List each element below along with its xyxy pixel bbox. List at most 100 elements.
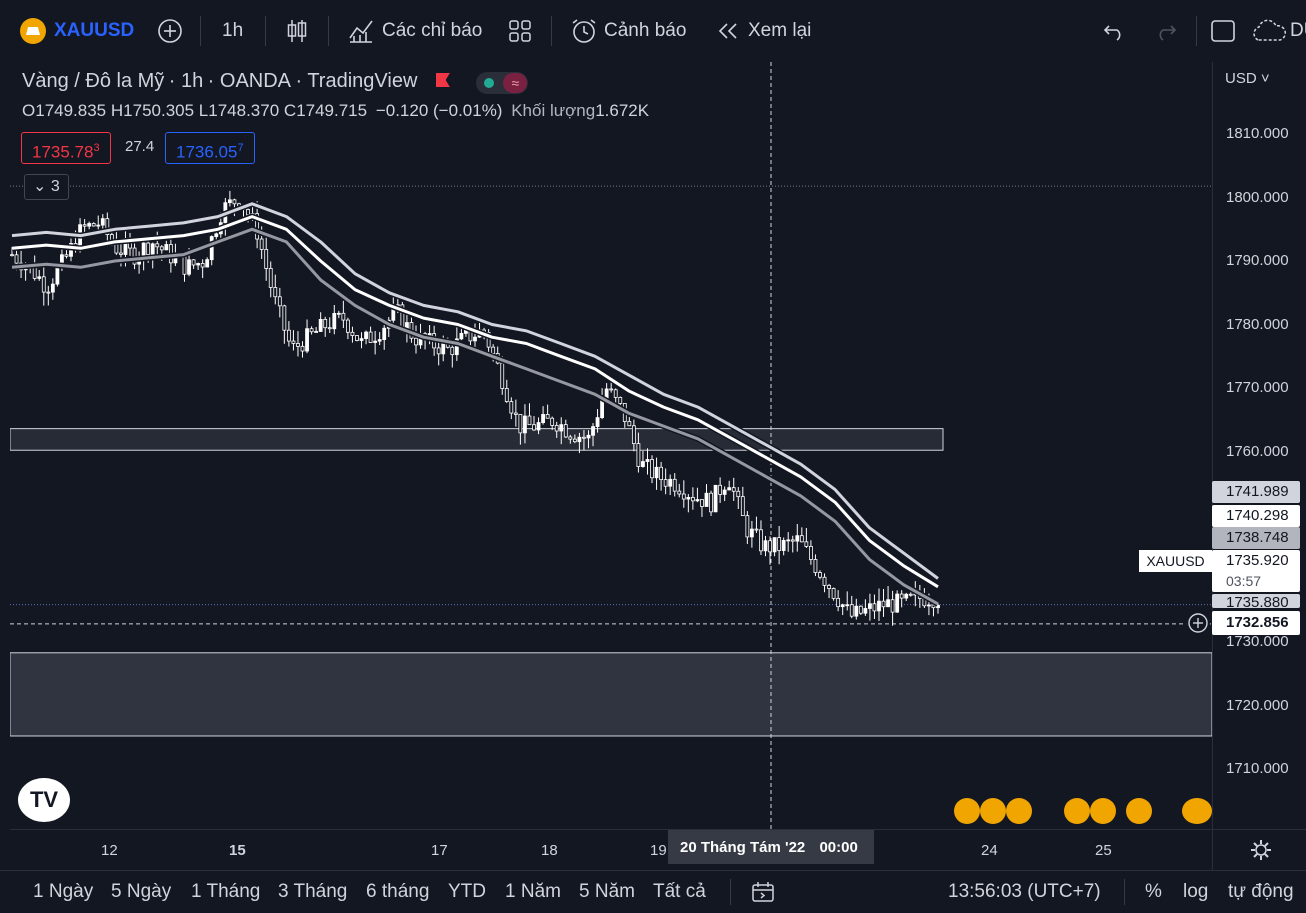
candle-body [872, 603, 877, 612]
percent-toggle[interactable]: % [1145, 881, 1162, 902]
range-button[interactable]: 1 Tháng [191, 881, 261, 902]
buy-button[interactable]: 1736.057 [165, 132, 255, 164]
log-toggle[interactable]: log [1183, 881, 1209, 902]
candle-body [486, 332, 491, 348]
candle-body [890, 599, 895, 613]
candle-body [255, 213, 260, 240]
chart-type-button[interactable] [286, 16, 308, 46]
gear-icon[interactable] [1249, 838, 1273, 862]
candle-body [690, 496, 695, 502]
candle-body [314, 331, 319, 333]
redo-button[interactable] [1154, 16, 1178, 46]
candle-body [559, 424, 564, 432]
candle-body [908, 593, 913, 596]
range-button[interactable]: 1 Ngày [33, 881, 94, 902]
chevron-down-icon: ˅ [1260, 70, 1270, 87]
candle-body [327, 327, 332, 330]
layout-toggle-button[interactable] [1210, 16, 1236, 46]
candle-body [305, 328, 309, 352]
candle-body [704, 492, 709, 507]
indicator-collapse-button[interactable]: ⌄ 3 [24, 174, 69, 200]
candle-body [164, 244, 169, 251]
replay-button[interactable]: Xem lại [716, 16, 811, 46]
candle-body [264, 249, 269, 269]
candle-body [504, 388, 509, 402]
candle-body [182, 255, 187, 275]
calendar-range-icon[interactable] [750, 879, 776, 905]
candle-body [491, 346, 496, 354]
timezone-button[interactable]: 13:56:03 (UTC+7) [948, 881, 1101, 902]
candles-icon [287, 20, 307, 42]
market-open-dot-icon [484, 77, 495, 88]
currency-selector[interactable]: USD ˅ [1225, 70, 1270, 87]
range-button[interactable]: 3 Tháng [278, 881, 348, 902]
compare-button[interactable] [157, 16, 183, 46]
range-button[interactable]: 5 Ngày [111, 881, 172, 902]
candle-body [10, 254, 14, 257]
indicators-button[interactable]: Các chỉ báo [348, 16, 482, 46]
candle-body [41, 276, 46, 293]
volume-value: 1.672K [595, 101, 650, 120]
price-axis[interactable]: USD ˅ 1810.000 1800.000 1790.000 1780.000 17… [1212, 62, 1306, 829]
candle-body [740, 496, 745, 517]
high-value: 1750.305 [123, 101, 195, 120]
market-status-badge[interactable]: ≈ [476, 71, 529, 94]
legend-platform: TradingView [307, 70, 418, 92]
currency-label: USD [1225, 70, 1257, 87]
candle-body [709, 492, 713, 513]
price-chart[interactable] [10, 62, 1212, 829]
undo-icon [1103, 25, 1121, 41]
candle-body [631, 425, 636, 444]
candle-body [877, 600, 881, 612]
range-button[interactable]: YTD [448, 881, 486, 902]
alerts-button[interactable]: Cảnh báo [570, 16, 686, 46]
time-tick-label: 24 [981, 842, 998, 859]
candle-body [55, 267, 60, 285]
symbol-label: XAUUSD [54, 20, 135, 41]
symbol-search-button[interactable]: XAUUSD [20, 16, 134, 46]
range-button[interactable]: 6 tháng [366, 881, 430, 902]
alerts-label: Cảnh báo [604, 20, 687, 41]
candle-body [441, 342, 446, 355]
candle-body [459, 332, 464, 340]
range-button[interactable]: 5 Năm [579, 881, 635, 902]
undo-button[interactable] [1102, 16, 1126, 46]
spread-value: 27.4 [125, 138, 155, 155]
top-toolbar: XAUUSD 1h Các chỉ báo Cảnh báo Xem lại D… [0, 0, 1306, 63]
chart-legend: Vàng / Đô la Mỹ · 1h · OANDA · TradingVi… [22, 70, 529, 94]
flag-icon[interactable] [435, 73, 450, 87]
interval-button[interactable]: 1h [222, 20, 244, 41]
us-flag-icon[interactable] [1126, 798, 1152, 824]
low-value: 1748.370 [208, 101, 280, 120]
sell-button[interactable]: 1735.783 [21, 132, 111, 164]
add-alert-button[interactable] [1186, 611, 1210, 635]
volume-label: Khối lượng [511, 101, 596, 120]
ohlc-line: O1749.835 H1750.305 L1748.370 C1749.715 … [22, 101, 649, 121]
candle-body [849, 604, 854, 617]
candle-body [818, 572, 822, 578]
candle-body [523, 415, 527, 434]
candle-body [645, 459, 650, 462]
chart-pane[interactable]: Vàng / Đô la Mỹ · 1h · OANDA · TradingVi… [10, 62, 1212, 829]
candle-body [196, 263, 201, 266]
us-flag-icon [1006, 798, 1032, 824]
us-flag-icon[interactable] [1182, 798, 1212, 824]
candle-body [582, 436, 586, 439]
range-button[interactable]: Tất cả [653, 881, 706, 902]
cloud-save-button[interactable]: DU [1250, 16, 1306, 46]
tradingview-logo[interactable]: TV [18, 778, 70, 822]
candle-body [414, 337, 418, 346]
ema-lower-tag: 1738.748 [1212, 527, 1300, 549]
candle-body [749, 528, 754, 538]
candle-body [745, 515, 750, 538]
range-button[interactable]: 1 Năm [505, 881, 561, 902]
candle-body [591, 426, 595, 436]
wave-icon: ≈ [503, 72, 528, 93]
layouts-button[interactable] [508, 16, 532, 46]
auto-scale-toggle[interactable]: tự động [1228, 881, 1294, 902]
candle-body [46, 291, 51, 294]
candle-body [627, 421, 632, 427]
candle-body [300, 345, 305, 352]
time-axis[interactable]: 12 15 17 18 19 24 25 20 Tháng Tám '22 00:00 [10, 829, 1212, 870]
candle-body [899, 593, 904, 599]
